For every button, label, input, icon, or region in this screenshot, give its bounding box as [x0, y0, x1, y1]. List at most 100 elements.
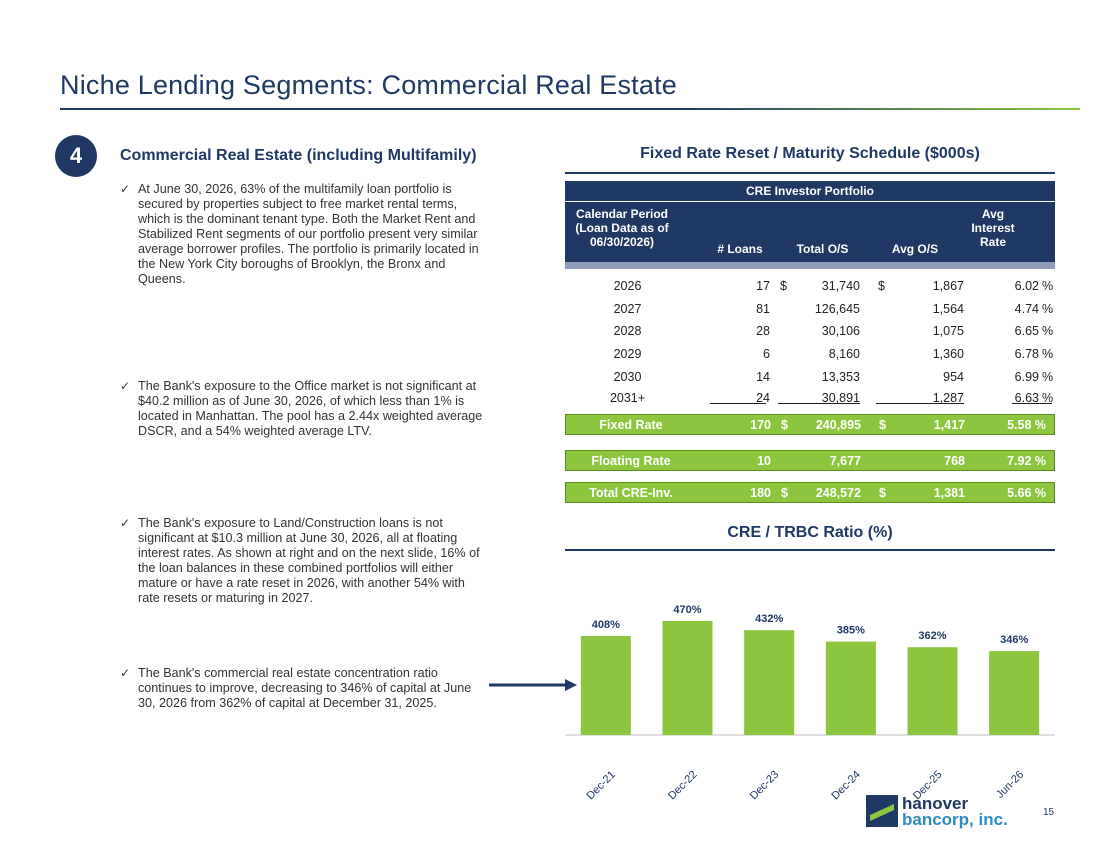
table-band-divider — [565, 201, 1055, 202]
section-number-badge: 4 — [55, 135, 97, 177]
cell-loans: 14 — [756, 370, 770, 384]
column-header-total: Total O/S — [796, 242, 849, 256]
bullet-text: The Bank's commercial real estate concen… — [138, 666, 472, 710]
cell-pct: % — [1042, 391, 1054, 405]
bar-dec-21 — [580, 636, 631, 735]
x-tick-label: Dec-23 — [748, 769, 782, 803]
bar-dec-24 — [825, 641, 876, 735]
cell-total: 126,645 — [814, 302, 860, 316]
x-tick-label: Dec-22 — [666, 769, 700, 803]
cell-total: 13,353 — [821, 370, 860, 384]
cell-cur1: $ — [780, 279, 787, 293]
summary-cell-avg: 1,417 — [933, 418, 965, 432]
cell-cur2: $ — [878, 279, 885, 293]
table-band-title: CRE Investor Portfolio — [745, 184, 874, 198]
cell-rate: 6.65 — [1014, 324, 1039, 338]
summary-row: Fixed Rate 170 $240,895 $1,417 5.58 % — [565, 414, 1055, 435]
bullet-item: ✓ The Bank's commercial real estate conc… — [120, 666, 490, 711]
summary-cell-cur1: $ — [781, 418, 788, 432]
bullet-item: ✓ The Bank's exposure to the Office mark… — [120, 379, 490, 439]
cell-total: 30,891 — [821, 391, 860, 405]
table-row: 2031+ 24 30,891 1,287 6.63% — [565, 389, 1055, 409]
cell-period: 2028 — [613, 324, 642, 338]
table-heading: Fixed Rate Reset / Maturity Schedule ($0… — [640, 145, 980, 162]
chart-heading: CRE / TRBC Ratio (%) — [727, 524, 893, 541]
summary-cell-cur2: $ — [879, 418, 886, 432]
summary-cell-label: Floating Rate — [591, 454, 671, 468]
cell-rate: 6.63 — [1014, 391, 1039, 405]
bar-dec-22 — [662, 621, 713, 735]
summary-cell-avg: 768 — [944, 454, 965, 468]
table-header-band — [565, 181, 1055, 269]
column-header-rate: Avg Interest Rate — [971, 207, 1015, 249]
cell-avg: 1,867 — [932, 279, 964, 293]
cell-pct: % — [1042, 370, 1054, 384]
title-divider — [60, 108, 1080, 110]
summary-cell-label: Fixed Rate — [599, 418, 663, 432]
cell-loans: 81 — [756, 302, 770, 316]
summary-cell-rate: 5.66 % — [1007, 486, 1046, 500]
logo-line2: bancorp, inc. — [902, 810, 1008, 829]
data-label: 470% — [673, 604, 701, 616]
data-label: 432% — [755, 613, 783, 625]
cell-avg: 1,360 — [932, 347, 964, 361]
checkmark-icon: ✓ — [120, 182, 131, 196]
summary-cell-total: 240,895 — [815, 418, 861, 432]
underline-total — [778, 403, 860, 404]
summary-cell-cur1: $ — [781, 486, 788, 500]
cell-rate: 6.99 — [1014, 370, 1039, 384]
table-row: 2027 81 126,645 1,564 4.74% — [565, 300, 1055, 320]
page-number: 15 — [1043, 807, 1055, 818]
cell-rate: 6.02 — [1014, 279, 1039, 293]
cell-rate: 4.74 — [1014, 302, 1039, 316]
table-row: 2030 14 13,353 954 6.99% — [565, 368, 1055, 388]
cell-period: 2026 — [613, 279, 642, 293]
cell-avg: 954 — [943, 370, 964, 384]
summary-cell-rate: 5.58 % — [1007, 418, 1046, 432]
checkmark-icon: ✓ — [120, 379, 131, 393]
x-tick-label: Dec-24 — [829, 769, 863, 803]
underline-avg — [876, 403, 964, 404]
cell-total: 31,740 — [821, 279, 860, 293]
cell-total: 8,160 — [828, 347, 860, 361]
summary-cell-label: Total CRE-Inv. — [589, 486, 673, 500]
checkmark-icon: ✓ — [120, 666, 131, 680]
cell-period: 2027 — [613, 302, 642, 316]
checkmark-icon: ✓ — [120, 516, 131, 530]
bar-jun-26 — [989, 651, 1040, 735]
summary-cell-cur2: $ — [879, 486, 886, 500]
chart-heading-divider — [565, 549, 1055, 551]
page-title: Niche Lending Segments: Commercial Real … — [60, 70, 677, 100]
summary-cell-total: 248,572 — [815, 486, 861, 500]
logo-line1: hanover — [902, 794, 969, 813]
cell-period: 2030 — [613, 370, 642, 384]
underline-loans — [710, 403, 766, 404]
right-arrow-icon — [489, 679, 577, 691]
cell-pct: % — [1042, 347, 1054, 361]
cell-avg: 1,564 — [932, 302, 964, 316]
bullet-text: At June 30, 2026, 63% of the multifamily… — [138, 182, 479, 286]
cell-loans: 6 — [763, 347, 770, 361]
table-row: 2029 6 8,160 1,360 6.78% — [565, 345, 1055, 365]
bullet-item: ✓ The Bank's exposure to Land/Constructi… — [120, 516, 490, 606]
cre-trbc-bar-chart: 408% Dec-21 470% Dec-22 432% Dec-23 385% Dec-24… — [565, 604, 1055, 803]
cell-avg: 1,075 — [932, 324, 964, 338]
cell-rate: 6.78 — [1014, 347, 1039, 361]
x-tick-label: Dec-21 — [584, 769, 618, 803]
summary-cell-loans: 10 — [757, 454, 771, 468]
data-label: 346% — [1000, 634, 1028, 646]
summary-cell-rate: 7.92 % — [1007, 454, 1046, 468]
summary-cell-loans: 170 — [750, 418, 771, 432]
cell-pct: % — [1042, 324, 1054, 338]
cell-loans: 24 — [756, 391, 770, 405]
summary-cell-loans: 180 — [750, 486, 771, 500]
summary-cell-total: 7,677 — [829, 454, 861, 468]
column-header-loans: # Loans — [717, 242, 763, 256]
bullet-text: The Bank's exposure to Land/Construction… — [138, 516, 480, 605]
column-header-period: Calendar Period (Loan Data as of 06/30/2… — [575, 207, 669, 249]
cell-total: 30,106 — [821, 324, 860, 338]
cell-loans: 17 — [756, 279, 770, 293]
cell-pct: % — [1042, 279, 1054, 293]
table-row: 2026 17 $31,740 $1,867 6.02% — [565, 277, 1055, 297]
data-label: 362% — [918, 630, 946, 642]
